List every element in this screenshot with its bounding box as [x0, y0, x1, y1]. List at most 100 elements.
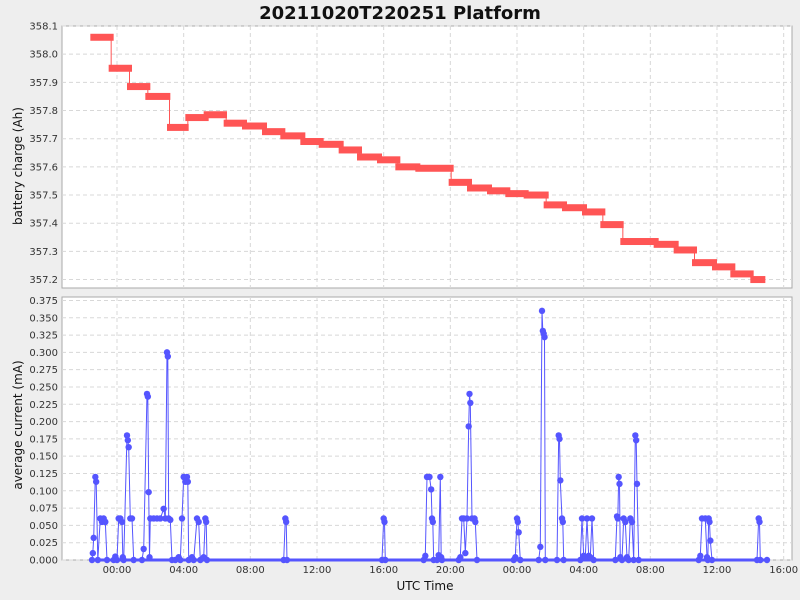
- y-tick-label: 0.300: [29, 348, 58, 359]
- x-tick-label: 12:00: [303, 565, 332, 576]
- current-point: [160, 505, 167, 512]
- y-tick-label: 358.0: [29, 50, 58, 61]
- current-point: [146, 554, 153, 561]
- y-tick-label: 357.3: [29, 247, 58, 258]
- charge-step: [395, 163, 421, 171]
- current-point: [618, 556, 626, 564]
- x-tick-label: 04:00: [569, 565, 598, 576]
- current-point: [472, 518, 479, 526]
- current-point: [708, 556, 716, 564]
- x-tick-label: 16:00: [369, 565, 398, 576]
- current-point: [438, 556, 446, 564]
- x-tick-label: 08:00: [636, 565, 665, 576]
- x-tick-label: 00:00: [103, 565, 132, 576]
- y-tick-label: 0.125: [29, 469, 58, 480]
- charge-step: [127, 83, 151, 91]
- current-point: [118, 518, 126, 526]
- charge-step: [203, 111, 227, 119]
- x-tick-label: 08:00: [236, 565, 265, 576]
- charge-step: [505, 190, 529, 198]
- y-tick-label: 0.225: [29, 400, 58, 411]
- y-tick-label: 0.025: [29, 538, 58, 549]
- current-point: [88, 556, 96, 564]
- current-point: [517, 556, 524, 564]
- current-point: [282, 518, 290, 526]
- y-tick-label: 0.200: [29, 417, 58, 428]
- y-tick-label: 0.050: [29, 521, 58, 532]
- current-point: [123, 432, 131, 439]
- current-point: [145, 488, 152, 496]
- charge-step: [338, 146, 362, 154]
- x-axis-label: UTC Time: [397, 579, 454, 593]
- y-tick-label: 0.100: [29, 486, 58, 497]
- current-point: [427, 486, 435, 493]
- y-tick-label: 357.6: [29, 162, 58, 173]
- current-point: [102, 518, 109, 526]
- y-tick-label: 358.1: [29, 22, 58, 33]
- current-point: [628, 518, 636, 526]
- charge-step: [467, 184, 492, 192]
- current-point: [125, 443, 132, 451]
- current-point: [542, 556, 549, 564]
- current-point: [622, 518, 629, 526]
- x-tick-label: 20:00: [436, 565, 465, 576]
- current-point: [103, 556, 111, 564]
- y-tick-label: 0.275: [29, 365, 58, 376]
- current-point: [553, 556, 561, 564]
- y-tick-label: 0.375: [29, 296, 58, 307]
- current-point: [124, 437, 132, 444]
- y-tick-label: 0.250: [29, 382, 58, 393]
- current-point: [512, 554, 519, 561]
- charge-step: [523, 191, 549, 199]
- charge-step: [300, 138, 324, 146]
- current-point: [473, 556, 481, 564]
- charge-step: [712, 263, 736, 271]
- y-tick-label: 357.9: [29, 78, 58, 89]
- current-point: [465, 423, 472, 430]
- charge-step: [543, 201, 567, 209]
- current-point: [632, 432, 639, 439]
- current-point: [437, 473, 444, 481]
- y-tick-label: 0.150: [29, 452, 58, 463]
- current-point: [583, 515, 591, 522]
- x-tick-label: 16:00: [769, 565, 798, 576]
- y-axis-label-battery-charge: battery charge (Ah): [11, 107, 25, 225]
- current-point: [537, 543, 544, 551]
- charge-step: [673, 246, 697, 254]
- current-point: [556, 435, 563, 443]
- charge-step: [185, 114, 209, 122]
- current-point: [184, 478, 192, 485]
- current-point: [92, 478, 100, 485]
- current-point: [128, 515, 136, 522]
- charge-step: [750, 276, 766, 284]
- y-tick-label: 0.175: [29, 434, 58, 445]
- current-point: [177, 556, 184, 564]
- current-point: [535, 556, 542, 564]
- current-point: [203, 556, 211, 564]
- y-tick-label: 0.325: [29, 331, 58, 342]
- current-point: [514, 518, 522, 526]
- charge-step: [90, 33, 114, 41]
- current-point: [144, 393, 152, 400]
- current-point: [614, 515, 622, 522]
- current-point: [538, 307, 546, 315]
- current-point: [557, 477, 564, 484]
- charge-step: [223, 119, 247, 127]
- current-point: [630, 556, 637, 564]
- current-point: [559, 518, 567, 526]
- current-point: [756, 518, 763, 526]
- current-point: [167, 516, 174, 524]
- current-point: [697, 552, 704, 560]
- current-point: [757, 556, 764, 564]
- charge-step: [108, 64, 132, 72]
- current-point: [467, 399, 474, 407]
- y-tick-label: 0.075: [29, 504, 58, 515]
- current-point: [381, 518, 388, 526]
- current-point: [140, 545, 147, 553]
- current-point: [90, 534, 97, 542]
- current-point: [635, 556, 642, 564]
- current-point: [463, 515, 471, 522]
- charge-step: [562, 204, 587, 212]
- current-point: [178, 515, 186, 522]
